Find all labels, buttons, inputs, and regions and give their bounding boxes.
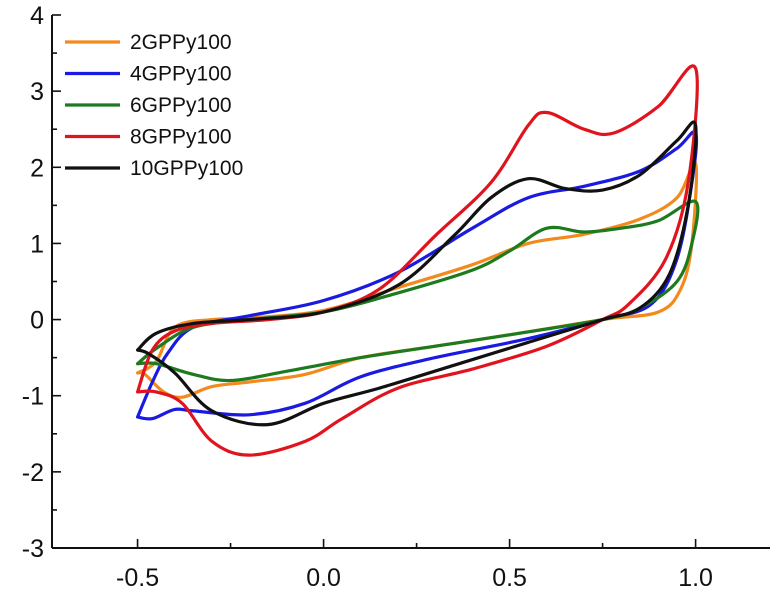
y-tick-label: 0 (30, 307, 44, 335)
x-tick-label: 0.0 (306, 564, 341, 592)
series-line-6gppy100 (136, 199, 700, 383)
legend: 2GPPy100 4GPPy100 6GPPy100 8GPPy100 10GPPy10… (65, 31, 243, 180)
y-tick-label: 1 (30, 230, 44, 258)
y-tick-label: 3 (30, 78, 44, 106)
legend-label-6gppy100: 6GPPy100 (130, 94, 232, 117)
legend-label-10gppy100: 10GPPy100 (130, 157, 243, 180)
y-tick-label: -1 (22, 383, 44, 411)
y-tick-label: 4 (30, 2, 44, 30)
legend-label-2gppy100: 2GPPy100 (130, 31, 232, 54)
legend-label-4gppy100: 4GPPy100 (130, 63, 232, 86)
y-tick-label: 2 (30, 154, 44, 182)
x-tick-label: 0.5 (492, 564, 527, 592)
ticks: -3 -2 -1 0 1 2 3 4 -0.5 0.0 0.5 1.0 (22, 2, 713, 592)
y-tick-label: -3 (22, 535, 44, 563)
y-tick-label: -2 (22, 459, 44, 487)
series-line-10gppy100 (136, 120, 698, 427)
x-tick-label: 1.0 (678, 564, 713, 592)
legend-label-8gppy100: 8GPPy100 (130, 126, 232, 149)
series-group (136, 64, 700, 457)
x-tick-label: -0.5 (116, 564, 159, 592)
